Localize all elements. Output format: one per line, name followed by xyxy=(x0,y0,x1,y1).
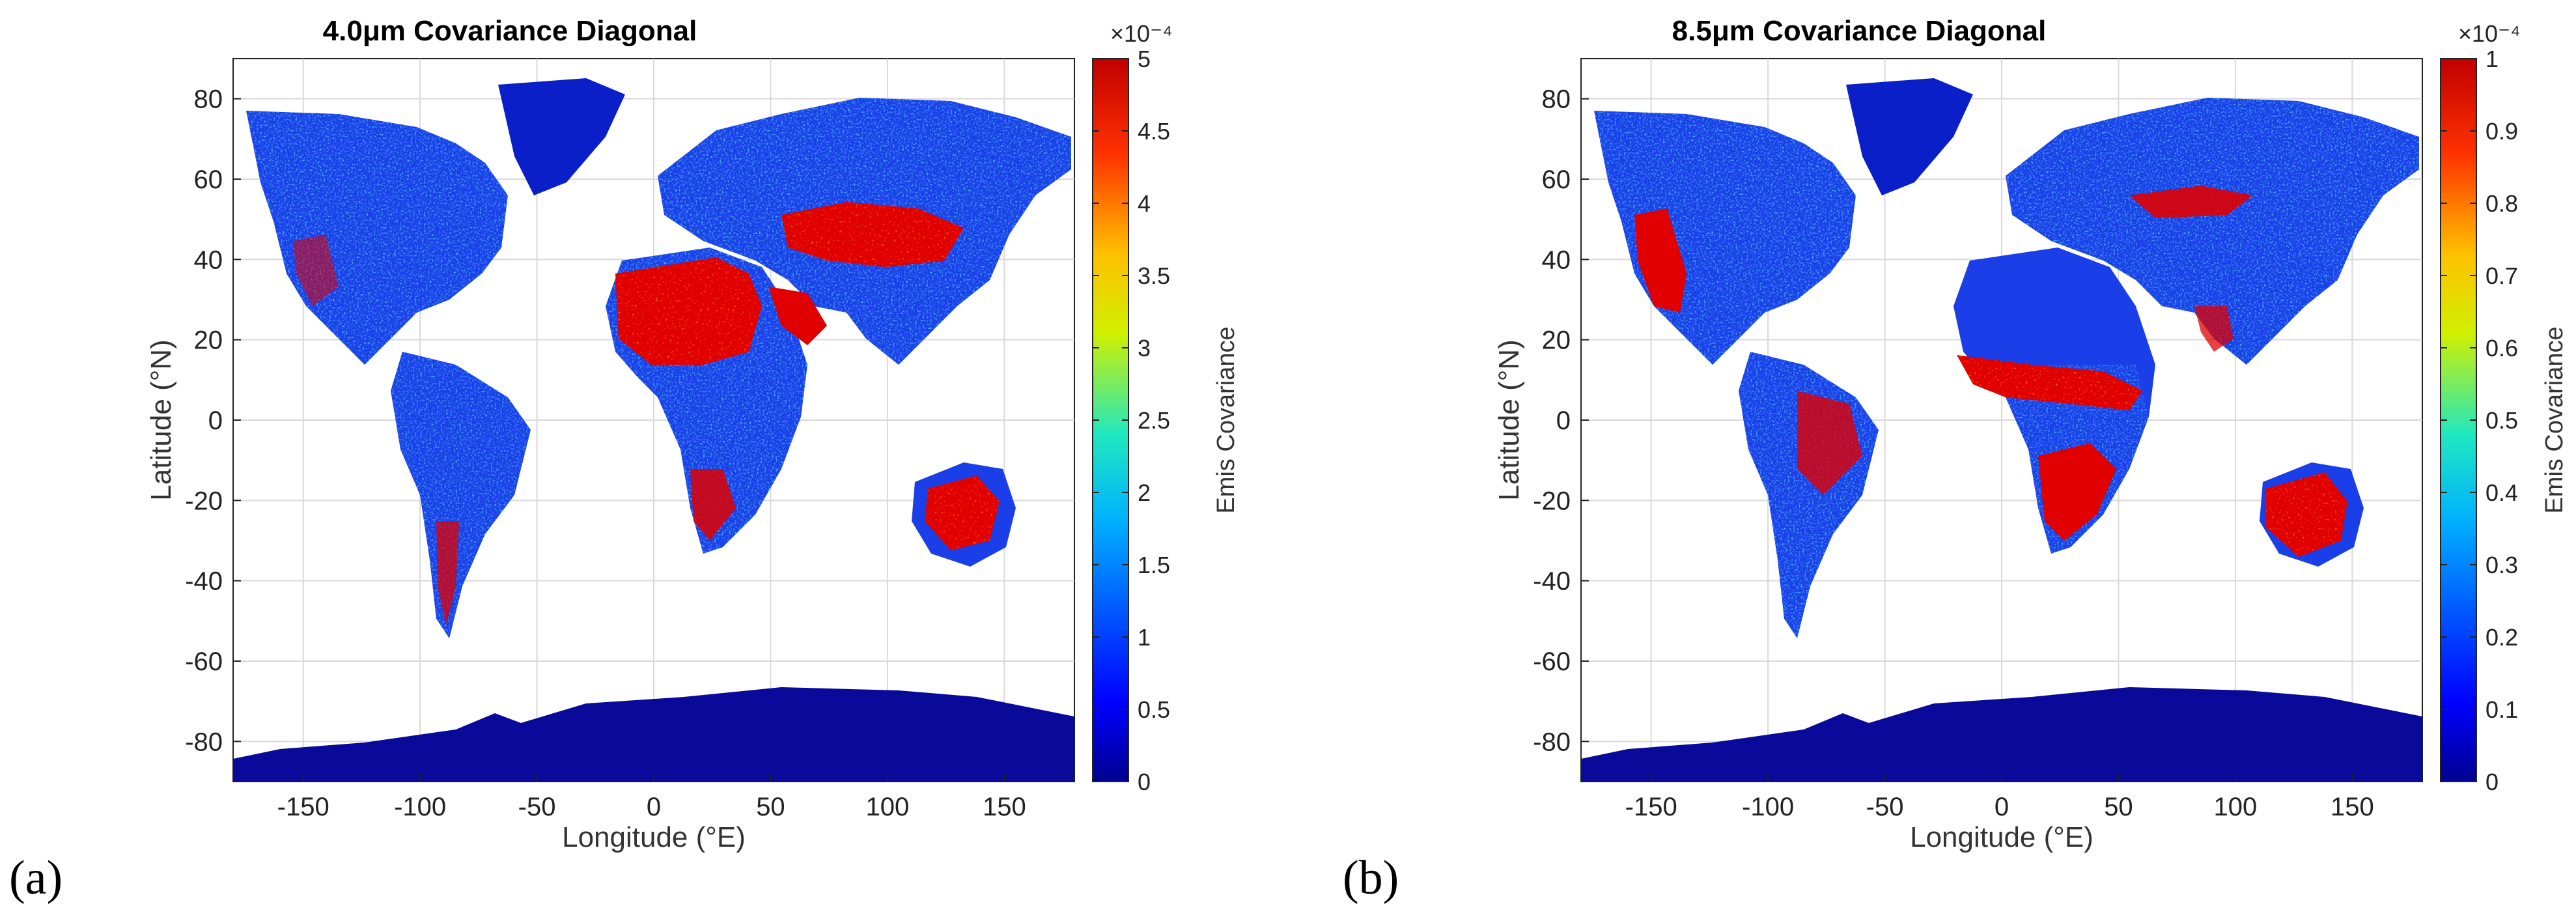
y-tick-label: -80 xyxy=(1533,728,1571,756)
arabia-a xyxy=(768,287,827,345)
colorbar-tick-label: 0.6 xyxy=(2485,335,2518,361)
hotspot-speckle-b xyxy=(1957,355,2347,557)
y-tick-label: 0 xyxy=(1556,406,1571,435)
x-tick-label: -50 xyxy=(1866,793,1904,821)
speckle-central-asia-a xyxy=(781,202,964,267)
speckle-eurasia-b xyxy=(2006,98,2419,365)
colorbar-tick-label: 0.7 xyxy=(2485,262,2518,289)
y-tick-label: 20 xyxy=(194,326,223,355)
greenland-a xyxy=(498,78,625,195)
y-tick-label: 60 xyxy=(194,165,223,194)
colorbar-exponent-a: ×10⁻⁴ xyxy=(1110,20,1173,47)
x-tick-label: 0 xyxy=(647,793,661,821)
x-tick-label: 50 xyxy=(2104,793,2133,821)
y-tick-label: -40 xyxy=(185,567,223,596)
y-tick-label: 80 xyxy=(194,85,223,114)
southern-africa-b xyxy=(2038,443,2116,541)
panel-b: (b) 8.5μm Covariance Diagonal xyxy=(1343,15,2568,905)
speckle-australia-a xyxy=(925,475,1000,550)
colorbar-tick-label: 1 xyxy=(1138,624,1151,651)
y-tick-label: 40 xyxy=(194,246,223,274)
speckle-australia-b xyxy=(2266,472,2347,557)
colorbar-tick-label: 0 xyxy=(2485,769,2499,795)
x-tick-label: 100 xyxy=(866,793,910,821)
colorbar-tick-label: 0.1 xyxy=(2485,696,2518,723)
india-b xyxy=(2194,306,2233,352)
panel-label-a: (a) xyxy=(9,851,63,905)
colorbar-tick-label: 3.5 xyxy=(1138,262,1170,289)
y-tick-label: -60 xyxy=(1533,647,1571,676)
colorbar-label-b: Emis Covariance xyxy=(2541,326,2568,513)
colorbar-tick-label: 0.5 xyxy=(2485,407,2518,434)
chart-title-b: 8.5μm Covariance Diagonal xyxy=(1672,15,2047,47)
speckle-sahel-b xyxy=(1957,355,2142,410)
x-tick-label: 150 xyxy=(2331,793,2374,821)
colorbar-tick-label: 0.3 xyxy=(2485,552,2518,578)
panel-a: (a) 4.0μm Covariance Diagonal xyxy=(9,15,1240,905)
western-us-b xyxy=(1634,208,1687,313)
x-tick-label: -150 xyxy=(1625,793,1677,821)
x-tick-label: -50 xyxy=(518,793,556,821)
y-axis-label-b: Latitude (°N) xyxy=(1493,339,1525,500)
colorbar-label-a: Emis Covariance xyxy=(1212,326,1240,513)
western-us-a xyxy=(293,234,339,306)
colorbar-exponent-b: ×10⁻⁴ xyxy=(2458,20,2521,47)
y-tick-label: 80 xyxy=(1542,85,1571,114)
chart-title-a: 4.0μm Covariance Diagonal xyxy=(323,15,697,47)
x-tick-label: 100 xyxy=(2214,793,2258,821)
y-tick-label: -60 xyxy=(185,647,223,676)
y-tick-label: -40 xyxy=(1533,567,1571,596)
brazil-b xyxy=(1797,391,1862,495)
colorbar-ticks-a: 0 0.5 1 1.5 2 2.5 3 3.5 4 4.5 5 xyxy=(1093,46,1170,795)
antarctica-b xyxy=(1581,687,2422,782)
x-tick-label: 50 xyxy=(756,793,785,821)
y-tick-label: -20 xyxy=(1533,487,1571,515)
y-axis-label-a: Latitude (°N) xyxy=(145,339,177,500)
colorbar-tick-label: 2 xyxy=(1138,479,1151,506)
y-tick-label: -80 xyxy=(185,728,223,756)
y-tick-label: 40 xyxy=(1542,246,1571,274)
colorbar-tick-label: 0.2 xyxy=(2485,624,2518,651)
land-a xyxy=(233,78,1074,782)
patagonia-a xyxy=(436,521,459,625)
colorbar-tick-label: 0.9 xyxy=(2485,118,2518,145)
x-tick-label: -150 xyxy=(277,793,329,821)
x-ticks-b: -150 -100 -50 0 50 100 150 xyxy=(1625,774,2374,821)
x-tick-label: -100 xyxy=(1742,793,1794,821)
colorbar-tick-label: 2.5 xyxy=(1138,407,1170,434)
central-asia-b xyxy=(2129,186,2253,218)
hotspot-speckle-a xyxy=(615,202,1000,550)
colorbar-tick-label: 0.8 xyxy=(2485,190,2518,217)
y-ticks-a: -80 -60 -40 -20 0 20 40 60 80 xyxy=(185,85,241,756)
colorbar-tick-label: 0 xyxy=(1138,769,1151,795)
y-tick-label: 20 xyxy=(1542,326,1571,355)
x-tick-label: 0 xyxy=(1995,793,2009,821)
panel-label-b: (b) xyxy=(1343,851,1399,905)
colorbar-tick-label: 4 xyxy=(1138,190,1151,217)
land-b xyxy=(1581,78,2422,782)
y-tick-label: 60 xyxy=(1542,165,1571,194)
colorbar-tick-label: 3 xyxy=(1138,335,1151,361)
colorbar-tick-label: 0.4 xyxy=(2485,479,2518,506)
colorbar-tick-label: 1 xyxy=(2485,46,2499,72)
x-tick-label: -100 xyxy=(394,793,446,821)
colorbar-tick-label: 0.5 xyxy=(1138,696,1170,723)
y-tick-label: -20 xyxy=(185,487,223,515)
x-tick-label: 150 xyxy=(983,793,1026,821)
speckle-south-america-a xyxy=(391,352,531,638)
x-axis-label-b: Longitude (°E) xyxy=(1910,821,2093,853)
colorbar-tick-label: 4.5 xyxy=(1138,118,1170,145)
x-axis-label-a: Longitude (°E) xyxy=(562,821,746,853)
greenland-b xyxy=(1846,78,1973,195)
speckle-sahara-a xyxy=(615,257,762,365)
y-ticks-b: -80 -60 -40 -20 0 20 40 60 80 xyxy=(1533,85,1589,756)
southern-africa-a xyxy=(690,469,736,541)
colorbar-tick-label: 1.5 xyxy=(1138,552,1170,578)
x-ticks-a: -150 -100 -50 0 50 100 150 xyxy=(277,774,1026,821)
antarctica-a xyxy=(233,687,1074,782)
colorbar-ticks-b: 0 0.1 0.2 0.3 0.4 0.5 0.6 0.7 0.8 0.9 1 xyxy=(2441,46,2518,795)
colorbar-tick-label: 5 xyxy=(1138,46,1151,72)
y-tick-label: 0 xyxy=(208,406,223,435)
